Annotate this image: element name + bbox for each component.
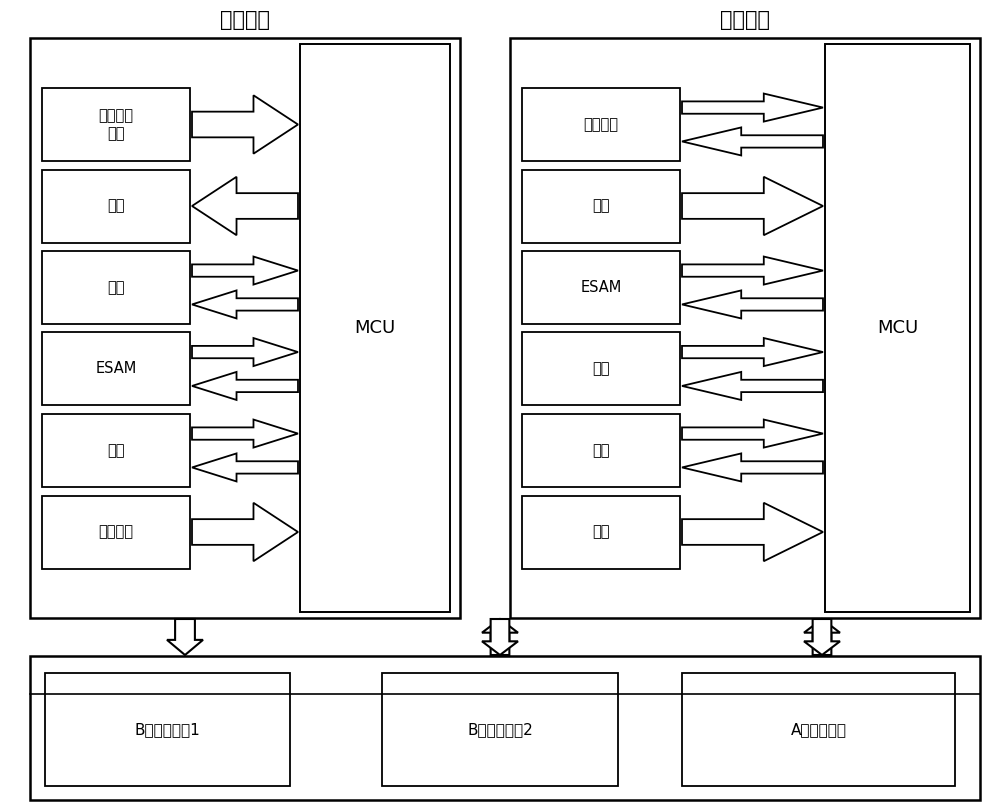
Polygon shape <box>682 503 823 562</box>
Text: 蓝牙: 蓝牙 <box>592 361 610 377</box>
Text: 端子测温: 端子测温 <box>584 117 618 132</box>
Polygon shape <box>192 290 298 318</box>
Polygon shape <box>682 94 823 121</box>
Bar <box>382 673 618 786</box>
Text: 存储: 存储 <box>592 443 610 458</box>
Bar <box>42 88 190 161</box>
Polygon shape <box>192 177 298 235</box>
Text: MCU: MCU <box>354 319 396 337</box>
Polygon shape <box>192 419 298 448</box>
Text: A型扩展模组: A型扩展模组 <box>790 722 846 737</box>
Bar <box>522 251 680 324</box>
Bar <box>45 673 290 786</box>
Text: ESAM: ESAM <box>95 361 137 377</box>
Bar <box>522 414 680 487</box>
Text: 时钟: 时钟 <box>107 280 125 295</box>
Bar <box>522 333 680 406</box>
Polygon shape <box>192 503 298 562</box>
Polygon shape <box>192 372 298 400</box>
Text: B型扩展模组2: B型扩展模组2 <box>467 722 533 737</box>
Bar <box>30 656 980 800</box>
Bar <box>30 38 460 618</box>
Polygon shape <box>682 453 823 482</box>
Text: 电压电流
采样: 电压电流 采样 <box>98 108 134 141</box>
Text: 脉冲信号: 脉冲信号 <box>98 524 134 540</box>
Bar <box>522 88 680 161</box>
Polygon shape <box>192 453 298 482</box>
Polygon shape <box>682 419 823 448</box>
Polygon shape <box>192 257 298 284</box>
Polygon shape <box>682 290 823 318</box>
Bar <box>42 495 190 569</box>
Polygon shape <box>682 177 823 235</box>
Bar <box>510 38 980 618</box>
Polygon shape <box>192 338 298 366</box>
Text: MCU: MCU <box>877 319 918 337</box>
Polygon shape <box>682 257 823 284</box>
Bar <box>42 414 190 487</box>
Text: 液晶: 液晶 <box>592 524 610 540</box>
Text: 计量模组: 计量模组 <box>220 10 270 30</box>
Polygon shape <box>482 619 518 655</box>
Text: 按键: 按键 <box>592 199 610 213</box>
Bar <box>682 673 955 786</box>
Bar <box>825 44 970 612</box>
Text: 管理模组: 管理模组 <box>720 10 770 30</box>
Polygon shape <box>804 619 840 655</box>
Polygon shape <box>682 128 823 155</box>
Bar <box>522 170 680 242</box>
Polygon shape <box>682 338 823 366</box>
Bar <box>522 495 680 569</box>
Bar <box>42 170 190 242</box>
Text: ESAM: ESAM <box>580 280 622 295</box>
Polygon shape <box>682 372 823 400</box>
Polygon shape <box>482 619 518 655</box>
Polygon shape <box>192 95 298 154</box>
Text: 存储: 存储 <box>107 443 125 458</box>
Bar <box>42 251 190 324</box>
Text: 电池: 电池 <box>107 199 125 213</box>
Bar <box>300 44 450 612</box>
Polygon shape <box>167 619 203 655</box>
Polygon shape <box>804 619 840 655</box>
Text: B型扩展模组1: B型扩展模组1 <box>135 722 200 737</box>
Bar <box>42 333 190 406</box>
